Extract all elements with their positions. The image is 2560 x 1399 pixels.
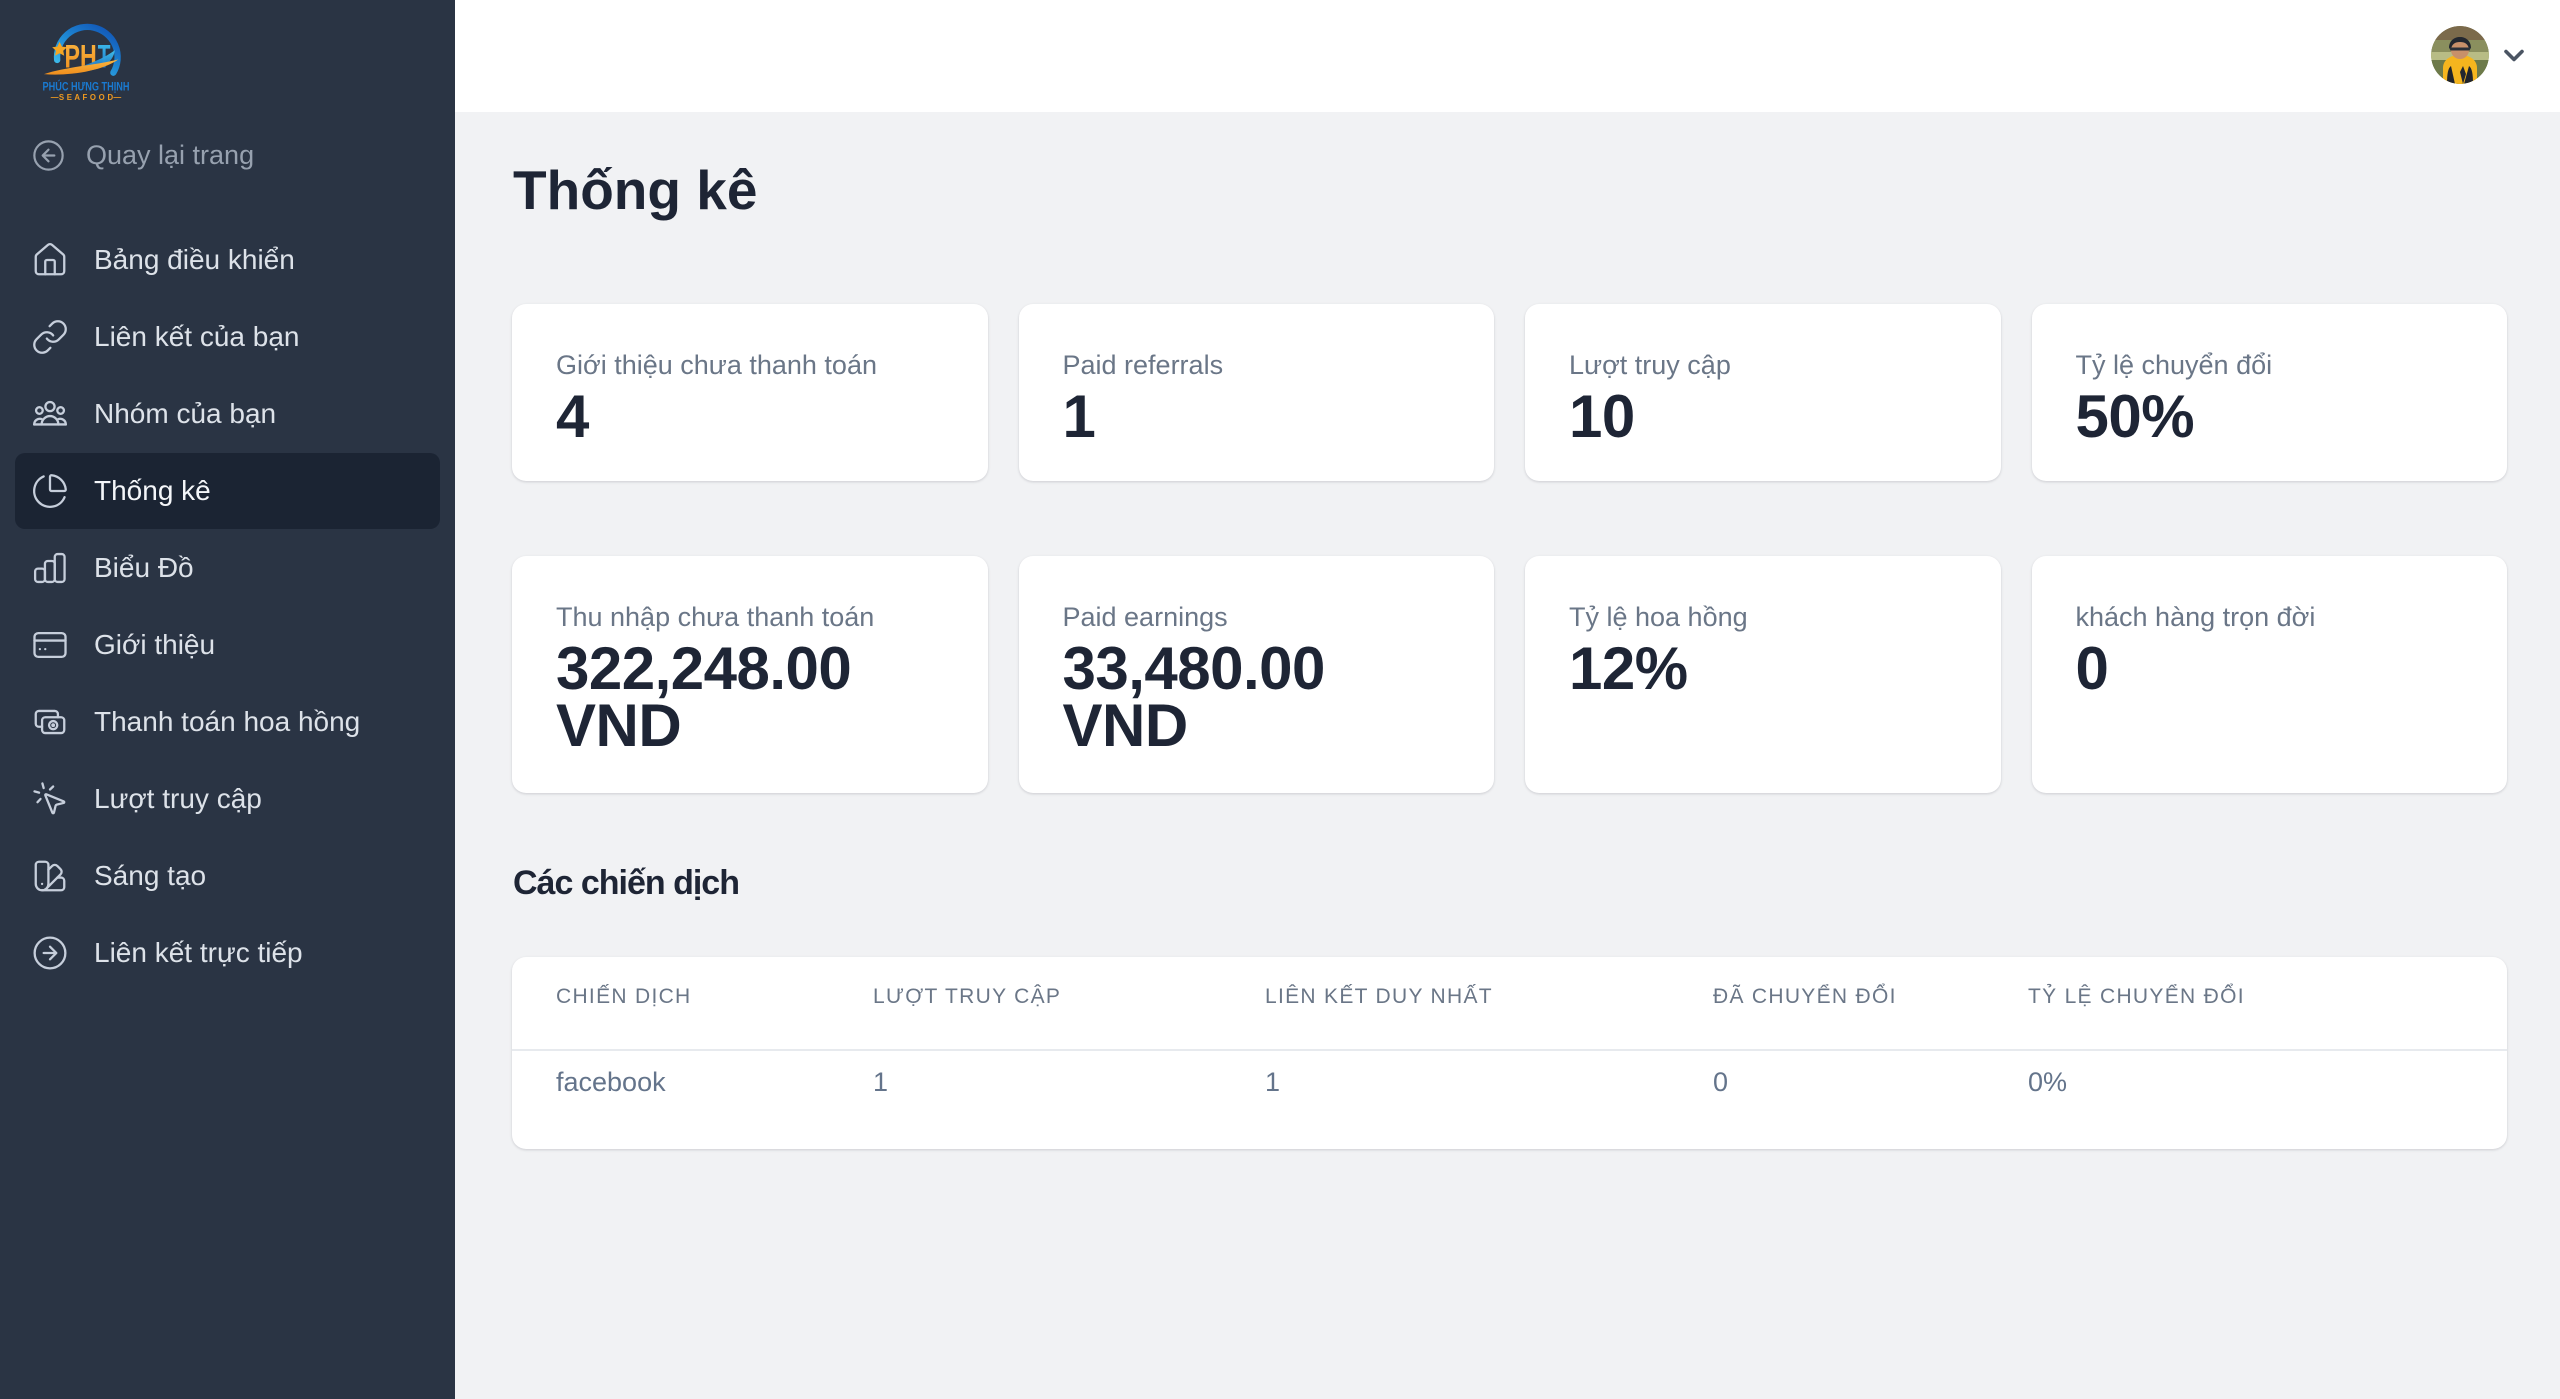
svg-text:—S E A F O O D—: —S E A F O O D— <box>51 93 122 102</box>
svg-text:PHÚC HƯNG THỊNH: PHÚC HƯNG THỊNH <box>43 80 130 93</box>
